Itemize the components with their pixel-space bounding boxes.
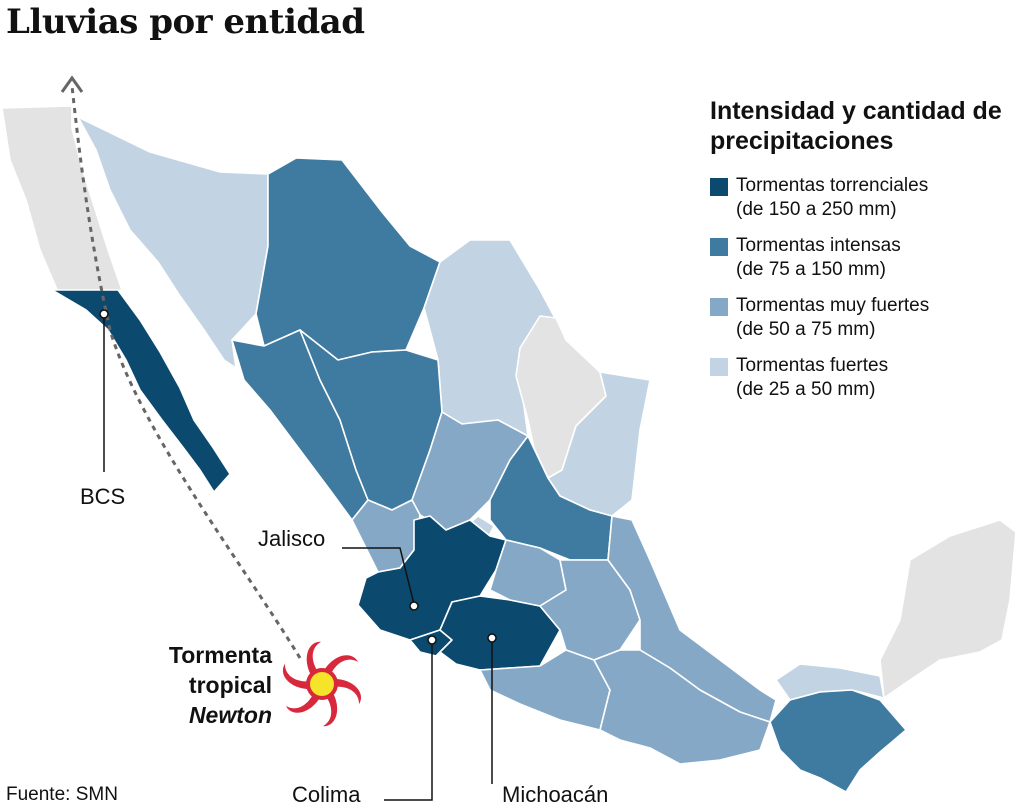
- legend-range: (de 75 a 150 mm): [736, 259, 886, 280]
- storm-label: Tormenta tropical Newton: [169, 640, 272, 730]
- region-yucatan-peninsula: [879, 519, 1017, 699]
- jalisco-callout-line: [342, 547, 415, 605]
- legend-label: Tormentas fuertes: [736, 355, 889, 376]
- legend: Intensidad y cantidad de precipitaciones…: [710, 96, 1010, 414]
- legend-swatch: [710, 298, 728, 316]
- legend-swatch: [710, 238, 728, 256]
- storm-track-line: [70, 85, 302, 659]
- legend-swatch: [710, 358, 728, 376]
- legend-item-muy-fuertes: Tormentas muy fuertes (de 50 a 75 mm): [710, 294, 1010, 342]
- jalisco-marker: [409, 601, 419, 611]
- map-title: Lluvias por entidad: [6, 2, 365, 42]
- legend-range: (de 25 a 50 mm): [736, 379, 876, 400]
- legend-swatch: [710, 178, 728, 196]
- bcs-marker: [99, 309, 109, 319]
- legend-label: Tormentas intensas: [736, 235, 901, 256]
- region-chihuahua: [255, 157, 441, 361]
- legend-range: (de 50 a 75 mm): [736, 319, 876, 340]
- region-oaxaca: [593, 649, 771, 765]
- storm-label-line2: tropical: [188, 672, 272, 698]
- region-chiapas: [769, 689, 907, 793]
- region-baja-california: [1, 105, 123, 293]
- colima-label: Colima: [292, 782, 361, 807]
- michoacan-marker: [487, 633, 497, 643]
- storm-label-line1: Tormenta: [168, 642, 272, 668]
- legend-title: Intensidad y cantidad de precipitaciones: [710, 97, 1002, 155]
- colima-marker: [427, 635, 437, 645]
- legend-item-intensas: Tormentas intensas (de 75 a 150 mm): [710, 234, 1010, 282]
- storm-name: Newton: [188, 702, 272, 728]
- region-zacatecas: [411, 411, 529, 531]
- michoacan-label: Michoacán: [502, 782, 609, 807]
- jalisco-label: Jalisco: [258, 526, 326, 551]
- legend-item-torrenciales: Tormentas torrenciales (de 150 a 250 mm): [710, 174, 1010, 222]
- region-sonora: [71, 105, 269, 369]
- track-arrow-icon: [60, 75, 84, 93]
- legend-label: Tormentas torrenciales: [736, 175, 929, 196]
- legend-range: (de 150 a 250 mm): [736, 199, 897, 220]
- hurricane-icon: [283, 641, 361, 727]
- source-note: Fuente: SMN: [6, 784, 118, 805]
- region-bcs: [51, 289, 231, 493]
- legend-item-fuertes: Tormentas fuertes (de 25 a 50 mm): [710, 354, 1010, 402]
- bcs-label: BCS: [80, 484, 126, 509]
- colima-callout-line: [384, 642, 433, 801]
- legend-label: Tormentas muy fuertes: [736, 295, 930, 316]
